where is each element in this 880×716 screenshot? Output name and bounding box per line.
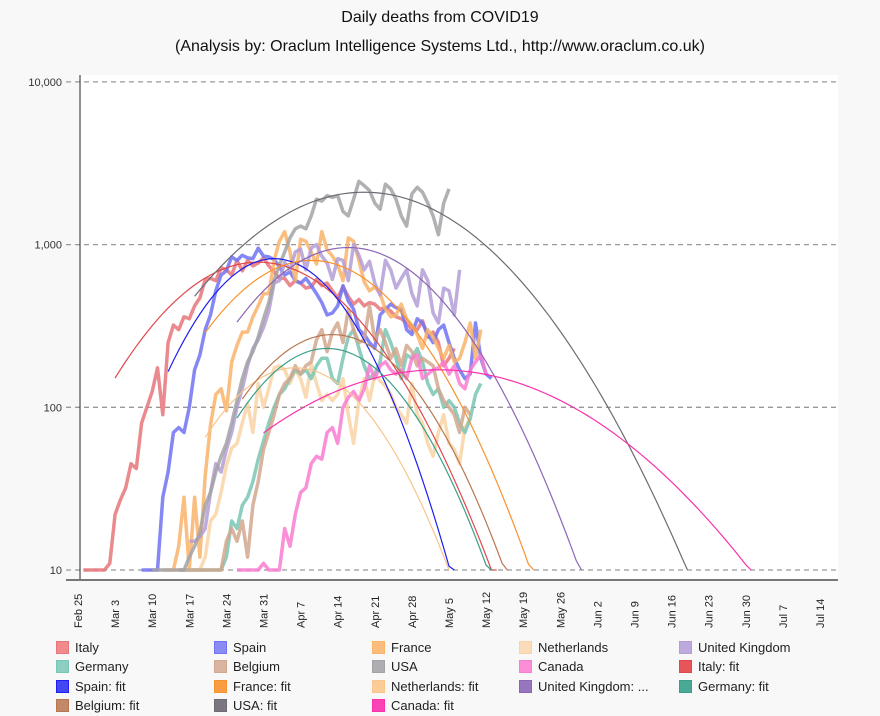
legend-item[interactable]: Netherlands — [519, 638, 608, 656]
legend-swatch — [214, 679, 227, 693]
legend-item[interactable]: Spain — [214, 638, 266, 656]
x-tick-label: Jun 16 — [667, 595, 679, 628]
x-tick-label: Jun 30 — [741, 595, 753, 628]
legend-item[interactable]: Spain: fit — [56, 677, 126, 695]
x-tick-label: Apr 21 — [370, 596, 382, 628]
legend-item[interactable]: Canada — [519, 658, 584, 676]
legend-label: France — [391, 639, 432, 655]
x-tick-label: Jun 9 — [630, 601, 642, 628]
x-tick-label: Mar 24 — [221, 594, 233, 628]
series-line-france — [162, 229, 483, 572]
legend-label: United Kingdom: ... — [538, 678, 649, 694]
legend-item[interactable]: Germany — [56, 658, 128, 676]
fit-line-spain-fit — [167, 257, 455, 571]
legend-label: Belgium: fit — [75, 698, 140, 713]
legend-label: Canada: fit — [391, 698, 454, 713]
y-tick-label: 10,000 — [28, 77, 62, 89]
legend-swatch — [519, 679, 532, 693]
legend-label: Belgium — [233, 659, 280, 674]
legend-label: Italy — [75, 639, 99, 655]
x-tick-label: Feb 25 — [73, 594, 85, 628]
series-line-belgium — [178, 304, 472, 572]
legend-item[interactable]: United Kingdom: ... — [519, 677, 649, 695]
legend-swatch — [679, 679, 692, 693]
fit-line-usa-fit — [194, 191, 689, 571]
legend-swatch — [214, 699, 227, 712]
fit-line-canada-fit — [263, 369, 752, 571]
legend-item[interactable]: Belgium — [214, 658, 280, 676]
fit-line-france-fit — [204, 259, 535, 571]
x-tick-label: May 12 — [481, 592, 493, 628]
legend-swatch — [372, 660, 385, 673]
x-tick-label: May 26 — [555, 592, 567, 628]
series-line-united-kingdom — [189, 242, 462, 544]
legend-label: Netherlands — [538, 639, 609, 655]
series-line-spain — [141, 246, 493, 572]
legend-label: USA: fit — [233, 698, 278, 713]
x-tick-label: Mar 31 — [259, 594, 271, 628]
legend-item[interactable]: Italy — [56, 638, 99, 656]
legend-swatch — [519, 660, 532, 673]
y-tick-label: 100 — [44, 402, 62, 414]
x-tick-label: Jul 7 — [778, 605, 790, 628]
legend-swatch — [679, 640, 692, 654]
series-line-usa — [152, 179, 451, 572]
legend-item[interactable]: United Kingdom — [679, 638, 791, 656]
legend-swatch — [372, 679, 385, 693]
legend-label: Canada — [538, 659, 584, 674]
legend-item[interactable]: USA — [372, 658, 418, 676]
x-tick-label: Apr 14 — [333, 596, 345, 628]
legend-item[interactable]: Netherlands: fit — [372, 677, 478, 695]
legend-label: Germany — [75, 659, 129, 674]
x-tick-label: Jul 14 — [815, 599, 827, 628]
legend-label: France: fit — [233, 678, 291, 694]
legend-item[interactable]: Germany: fit — [679, 677, 769, 695]
legend-item[interactable]: Canada: fit — [372, 697, 454, 715]
x-tick-label: Jun 23 — [704, 595, 716, 628]
x-tick-label: May 19 — [518, 592, 530, 628]
legend-swatch — [372, 699, 385, 712]
x-tick-label: Apr 28 — [407, 596, 419, 628]
fit-line-belgium-fit — [241, 333, 508, 571]
legend-label: United Kingdom — [698, 639, 791, 655]
fit-line-netherlands-fit — [204, 367, 450, 571]
legend-item[interactable]: USA: fit — [214, 697, 277, 715]
x-tick-label: Apr 7 — [296, 602, 308, 628]
legend-item[interactable]: Belgium: fit — [56, 697, 139, 715]
legend-item[interactable]: France: fit — [214, 677, 291, 695]
legend-swatch — [372, 640, 385, 654]
x-tick-label: Mar 10 — [147, 594, 159, 628]
legend-item[interactable]: Italy: fit — [679, 658, 739, 676]
fit-line-united-kingdom — [236, 246, 583, 571]
chart-title: Daily deaths from COVID19 — [341, 9, 539, 26]
legend-label: Italy: fit — [698, 659, 740, 674]
legend-label: Spain — [233, 639, 267, 655]
legend-label: Netherlands: fit — [391, 678, 479, 694]
x-tick-label: Jun 2 — [592, 601, 604, 628]
chart-subtitle: (Analysis by: Oraclum Intelligence Syste… — [175, 38, 705, 55]
legend-swatch — [56, 660, 69, 673]
legend-swatch — [214, 660, 227, 673]
legend-label: Germany: fit — [698, 678, 769, 694]
series-line-netherlands — [162, 362, 472, 572]
series-line-canada — [237, 353, 488, 572]
legend-swatch — [214, 640, 227, 654]
chart-plot: 10 100 1,000 10,000 Feb 25 Mar 3 Mar 10 Mar 17… — [28, 75, 838, 628]
legend-swatch — [56, 640, 69, 654]
legend-swatch — [679, 660, 692, 673]
x-tick-label: May 5 — [444, 598, 456, 628]
series-line-italy — [83, 256, 456, 572]
legend-swatch — [56, 699, 69, 712]
legend-item[interactable]: France — [372, 638, 431, 656]
legend-label: USA — [391, 659, 418, 674]
fit-line-germany-fit — [236, 347, 492, 571]
legend-label: Spain: fit — [75, 678, 126, 694]
x-tick-label: Mar 17 — [184, 594, 196, 628]
x-tick-label: Mar 3 — [110, 600, 122, 628]
legend-swatch — [519, 640, 532, 654]
y-tick-label: 1,000 — [34, 240, 62, 252]
fit-line-italy-fit — [114, 261, 497, 571]
y-tick-label: 10 — [50, 565, 62, 577]
legend-swatch — [56, 679, 69, 693]
